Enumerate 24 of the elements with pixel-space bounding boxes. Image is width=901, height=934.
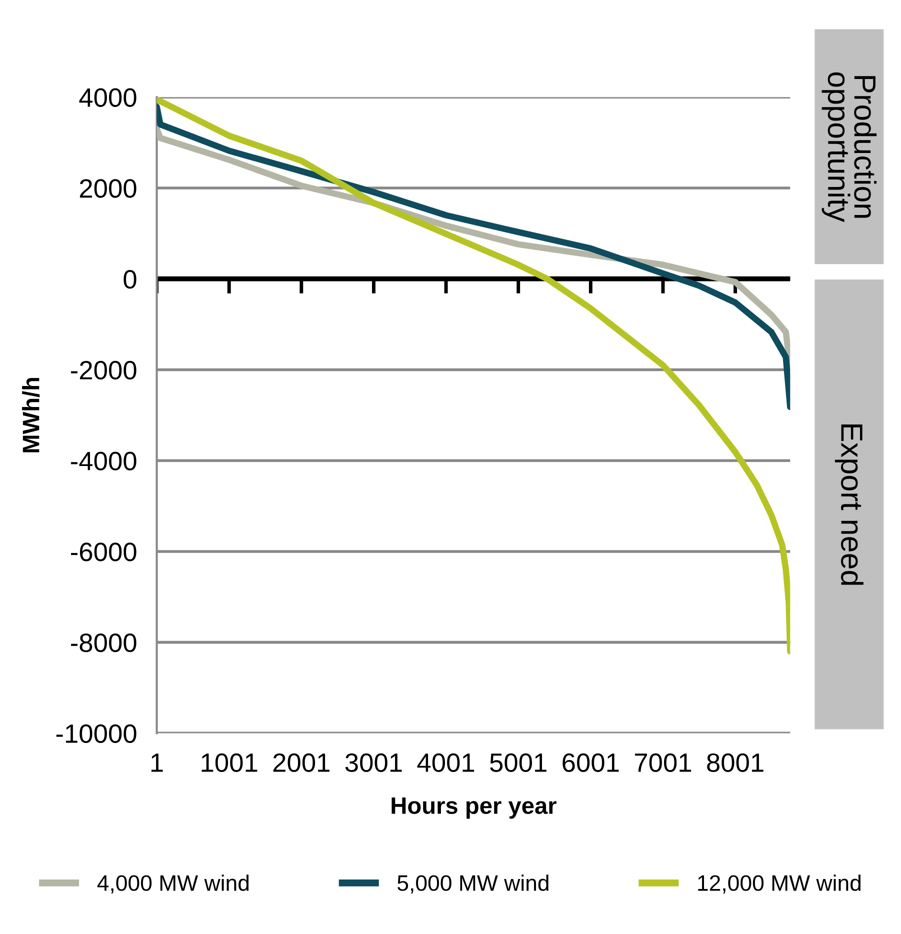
- x-tick-label: 5001: [490, 753, 546, 772]
- x-tick-label: 6001: [562, 753, 619, 772]
- legend-label: 4,000 MW wind: [97, 874, 249, 894]
- y-tick-label: 0: [124, 270, 136, 289]
- legend-label: 12,000 MW wind: [698, 874, 861, 894]
- legend-label: 5,000 MW wind: [398, 874, 548, 894]
- x-tick-label: 3001: [345, 753, 402, 772]
- x-axis-title: Hours per year: [392, 798, 556, 819]
- y-tick-label: -10000: [56, 724, 136, 744]
- x-tick-label: 1001: [202, 753, 258, 772]
- x-tick-label: 2001: [273, 753, 330, 772]
- text: Export need: [834, 424, 864, 585]
- y-tick-label: 4000: [79, 88, 136, 107]
- x-tick-label: 4001: [417, 753, 474, 772]
- x-tick-label: 7001: [634, 753, 692, 772]
- y-tick-label: -2000: [71, 360, 136, 380]
- text: Production opportunity: [822, 72, 877, 222]
- y-tick-label: -8000: [71, 633, 136, 652]
- x-tick-label: 8001: [707, 753, 764, 772]
- y-tick-label: 2000: [80, 179, 136, 198]
- x-tick-label: 1: [151, 754, 163, 772]
- y-tick-label: -4000: [71, 452, 136, 470]
- y-axis-title: MWh/h: [22, 378, 40, 452]
- y-tick-label: -6000: [71, 542, 136, 562]
